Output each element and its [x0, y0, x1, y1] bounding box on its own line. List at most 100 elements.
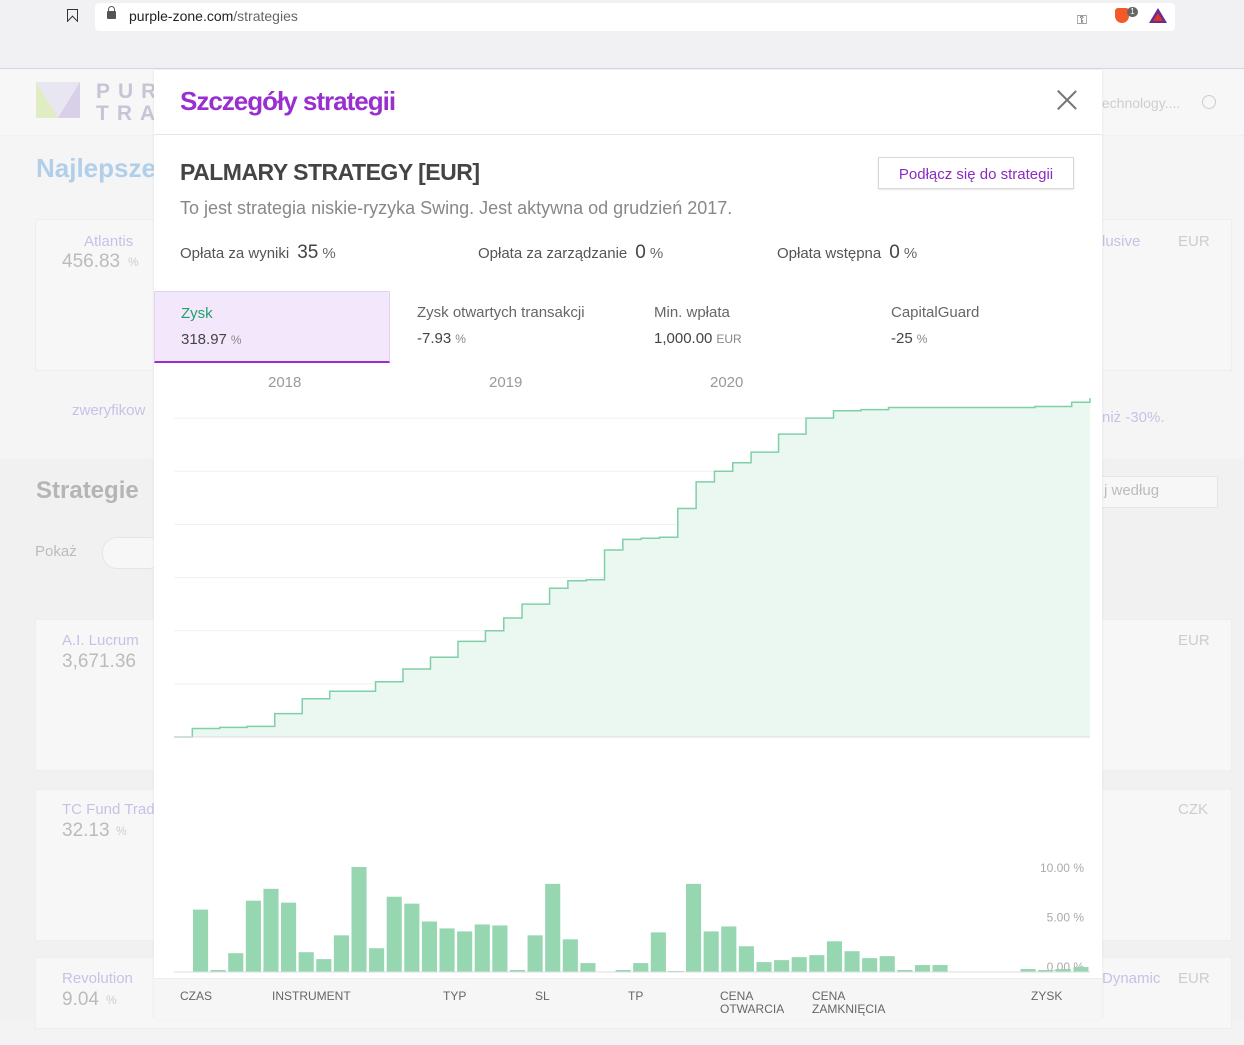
card-value: 3,671.36 [62, 651, 136, 672]
strategy-details-modal: Szczegóły strategii PALMARY STRATEGY [EU… [154, 70, 1102, 1020]
fee-value: 35 [297, 242, 319, 263]
bar [862, 958, 878, 972]
bar [369, 948, 385, 972]
bar [492, 925, 508, 972]
bar [281, 902, 297, 972]
card-value: 32.13 [62, 820, 110, 841]
stat-value: 318.97% [181, 331, 242, 348]
stat-label: CapitalGuard [891, 304, 980, 321]
bar [650, 932, 666, 972]
card-name: Revolution [62, 970, 133, 987]
bar [774, 960, 790, 972]
bar [210, 970, 226, 972]
strategy-name: PALMARY STRATEGY [EUR] [180, 159, 480, 185]
stat-label: Zysk [181, 305, 213, 322]
shield-count-badge: 1 [1127, 7, 1138, 17]
bar [932, 965, 948, 972]
stat-label: Zysk otwartych transakcji [417, 304, 585, 321]
bar [193, 909, 209, 972]
y-tick-label: 10.00 % [1040, 861, 1084, 875]
column-header-open-price[interactable]: CENA OTWARCIA [720, 989, 785, 1016]
close-icon[interactable] [1056, 89, 1078, 111]
card-name: A.I. Lucrum [62, 632, 139, 649]
fee-label: Opłata za wyniki [180, 245, 290, 262]
bar [351, 867, 367, 972]
logo-icon [36, 82, 80, 118]
fee-performance: Opłata za wyniki 35% [180, 242, 336, 264]
strategy-description: To jest strategia niskie-ryzyka Swing. J… [180, 198, 733, 218]
bar [897, 970, 913, 972]
logo-text: PUR TRA [96, 80, 165, 125]
bar [1020, 969, 1036, 972]
monthly-profit-bar-chart: 0.00 %5.00 %10.00 %2018201920202021 [174, 861, 1090, 995]
bar [633, 963, 649, 972]
risk-note: niż -30%. [1102, 409, 1165, 426]
bar [421, 921, 438, 972]
column-header-sl[interactable]: SL [535, 989, 550, 1003]
bar [386, 896, 402, 972]
card-currency: EUR [1178, 970, 1210, 987]
card-currency: EUR [1178, 233, 1210, 250]
brave-shield-icon[interactable] [1115, 8, 1129, 23]
address-bar[interactable]: purple-zone.com/strategies [95, 3, 1175, 31]
column-header-close-price[interactable]: CENA ZAMKNIĘCIA [812, 989, 886, 1016]
bar [879, 956, 895, 972]
bar [844, 951, 860, 972]
tab-open-trades-profit[interactable]: Zysk otwartych transakcji -7.93% [391, 291, 627, 363]
fee-entry: Opłata wstępna 0% [777, 242, 917, 264]
tab-min-deposit[interactable]: Min. wpłata 1,000.00 EUR [628, 291, 864, 363]
strategies-title: Strategie [36, 477, 139, 504]
profit-area [174, 398, 1090, 737]
card-unit: % [106, 993, 117, 1007]
bar [580, 963, 596, 972]
card-right-label: Dynamic [1102, 970, 1161, 987]
column-header-profit[interactable]: ZYSK [1031, 989, 1063, 1003]
fee-value: 0 [889, 242, 900, 263]
bar [826, 941, 842, 972]
card-currency: CZK [1178, 801, 1208, 818]
fee-label: Opłata za zarządzanie [478, 245, 628, 262]
bar [404, 903, 420, 972]
sort-dropdown[interactable] [1092, 476, 1218, 508]
column-header-instrument[interactable]: INSTRUMENT [272, 989, 351, 1003]
stat-value: -25% [891, 330, 928, 347]
year-label: 2018 [268, 374, 302, 391]
tab-profit[interactable]: Zysk 318.97% [154, 291, 390, 363]
bar [738, 946, 754, 972]
rewards-triangle-icon[interactable] [1149, 8, 1167, 23]
column-header-tp[interactable]: TP [628, 989, 644, 1003]
year-label: 2020 [710, 374, 744, 391]
connect-strategy-button[interactable]: Podłącz się do strategii [878, 157, 1074, 189]
tab-capitalguard[interactable]: CapitalGuard -25% [865, 291, 1101, 363]
card-unit: % [128, 255, 139, 269]
url-text[interactable]: purple-zone.com/strategies [129, 8, 298, 24]
user-icon[interactable] [1202, 95, 1216, 109]
fee-unit: % [322, 245, 336, 262]
card-right-label: lusive [1102, 233, 1141, 250]
bar [1055, 969, 1071, 972]
bar [703, 931, 719, 972]
bar [298, 952, 314, 972]
url-domain: purple-zone.com [129, 8, 234, 24]
key-icon[interactable]: ⚿ [1077, 12, 1087, 27]
column-header-type[interactable]: TYP [443, 989, 467, 1003]
bar [914, 965, 931, 972]
column-header-time[interactable]: CZAS [180, 989, 213, 1003]
profit-chart-area: 2018 2019 2020 0.00 %50.00 %100.00 %150.… [154, 365, 1102, 1045]
stat-value: -7.93% [417, 330, 466, 347]
bar [809, 955, 825, 972]
y-tick-label: 5.00 % [1047, 910, 1085, 924]
card-value: 9.04 [62, 989, 99, 1010]
bar [228, 953, 244, 972]
bar [686, 883, 702, 972]
profit-line [174, 398, 1091, 738]
card-value: 456.83 [62, 251, 121, 272]
bookmark-icon[interactable] [67, 9, 78, 22]
fee-value: 0 [635, 242, 646, 263]
bar [615, 970, 631, 972]
modal-header: Szczegóły strategii [154, 70, 1102, 135]
browser-toolbar: purple-zone.com/strategies ⚿ 1 [0, 0, 1244, 69]
card-currency: EUR [1178, 632, 1210, 649]
user-name[interactable]: technology.... [1098, 95, 1181, 111]
bar [756, 962, 772, 972]
